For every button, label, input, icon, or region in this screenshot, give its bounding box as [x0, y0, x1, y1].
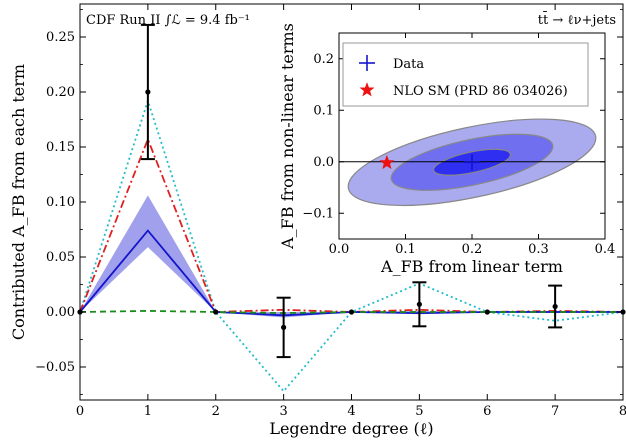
inset-y-axis-label: A_FB from non-linear terms — [278, 23, 297, 250]
main-y-tick-label: 0.00 — [46, 305, 75, 320]
inset-legend-box — [342, 42, 589, 107]
main-x-tick-label: 7 — [551, 404, 559, 419]
main-x-tick-label: 6 — [483, 404, 491, 419]
inset-marks-layer — [379, 154, 480, 171]
inset-x-tick-label: 0.1 — [395, 242, 416, 257]
main-x-tick-label: 3 — [279, 404, 287, 419]
main-points-layer — [77, 23, 626, 359]
main-plot-frame — [79, 3, 624, 401]
main-y-tick-label: 0.10 — [46, 195, 75, 210]
main-series-line-fit-dotted — [79, 97, 624, 393]
main-x-tick-label: 5 — [415, 404, 423, 419]
inset-legend: Data NLO SM (PRD 86 034026) — [342, 42, 589, 107]
main-x-tick-label: 8 — [619, 404, 626, 419]
inset-x-tick-label: 0.2 — [462, 242, 483, 257]
inset-y-tick-label: 0.1 — [313, 103, 334, 118]
main-y-tick-label: 0.15 — [46, 140, 75, 155]
main-x-axis-label: Legendre degree (ℓ) — [269, 419, 433, 438]
main-x-tick-label: 4 — [347, 404, 355, 419]
main-x-tick-label: 1 — [144, 404, 152, 419]
inset-plot: 0.0 0.1 0.2 0.3 0.4 −0.1 0.0 0.1 0.2 Data NLO SM… — [278, 23, 615, 276]
main-x-tick-label: 0 — [76, 404, 84, 419]
main-data-point — [416, 301, 422, 307]
main-data-point — [213, 309, 219, 315]
inset-x-tick-label: 0.0 — [329, 242, 350, 257]
legend-prediction-label: NLO SM (PRD 86 034026) — [393, 84, 568, 99]
main-x-tick-label: 2 — [212, 404, 220, 419]
legend-prediction-marker — [359, 82, 375, 97]
inset-y-tick-label: 0.2 — [313, 52, 334, 67]
main-data-point — [281, 324, 287, 330]
main-data-point — [145, 89, 151, 95]
inset-data-marker — [464, 154, 480, 171]
inset-y-tick-label: 0.0 — [313, 155, 334, 170]
annotation-top-right: tt̄ → ℓν+jets — [538, 11, 616, 28]
legend-prediction-star — [359, 82, 375, 97]
inset-prediction-marker — [379, 154, 395, 170]
inset-plot-frame — [338, 32, 606, 240]
main-ticks-layer: 0 1 2 3 4 5 6 7 8 −0.05 0.00 0.05 0.10 0.15 0.20 0.25 — [35, 4, 626, 419]
main-data-point — [484, 309, 490, 315]
inset-x-tick-label: 0.4 — [595, 242, 616, 257]
main-y-tick-label: −0.05 — [35, 360, 75, 375]
main-y-tick-label: 0.20 — [46, 85, 75, 100]
main-data-point — [348, 309, 355, 315]
inset-x-axis-label: A_FB from linear term — [380, 257, 563, 276]
legend-data-marker — [359, 55, 375, 71]
main-y-axis-label: Contributed A_FB from each term — [9, 64, 28, 340]
main-y-tick-label: 0.05 — [46, 250, 75, 265]
main-y-tick-label: 0.25 — [46, 30, 75, 45]
main-data-point — [552, 303, 558, 310]
legend-data-plus — [359, 55, 375, 71]
legend-data-label: Data — [393, 57, 424, 72]
inset-y-tick-label: −0.1 — [302, 206, 334, 221]
inset-x-tick-label: 0.3 — [528, 242, 549, 257]
annotation-top-left: CDF Run II ∫ℒ = 9.4 fb⁻¹ — [86, 13, 250, 28]
